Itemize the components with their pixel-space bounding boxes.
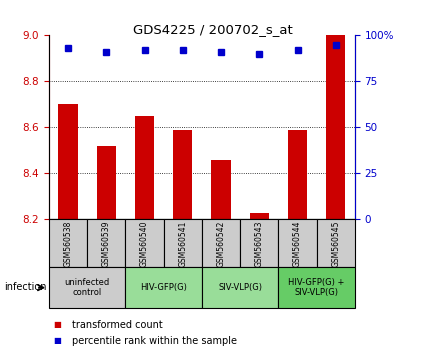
Bar xyxy=(288,130,307,219)
Text: GSM560542: GSM560542 xyxy=(216,220,226,267)
Bar xyxy=(326,35,345,219)
Bar xyxy=(96,146,116,219)
Text: uninfected
control: uninfected control xyxy=(65,278,110,297)
Bar xyxy=(49,267,125,308)
Text: GSM560545: GSM560545 xyxy=(331,220,340,267)
Text: GSM560539: GSM560539 xyxy=(102,220,111,267)
Text: GDS4225 / 200702_s_at: GDS4225 / 200702_s_at xyxy=(133,23,292,36)
Text: SIV-VLP(G): SIV-VLP(G) xyxy=(218,283,262,292)
Text: ■: ■ xyxy=(53,336,61,345)
Bar xyxy=(58,104,77,219)
Text: GSM560544: GSM560544 xyxy=(293,220,302,267)
Text: HIV-GFP(G) +
SIV-VLP(G): HIV-GFP(G) + SIV-VLP(G) xyxy=(289,278,345,297)
Bar xyxy=(135,116,154,219)
Text: ■: ■ xyxy=(53,320,61,330)
Text: HIV-GFP(G): HIV-GFP(G) xyxy=(140,283,187,292)
Text: GSM560538: GSM560538 xyxy=(63,220,73,267)
Text: GSM560543: GSM560543 xyxy=(255,220,264,267)
Text: GSM560541: GSM560541 xyxy=(178,220,187,267)
Bar xyxy=(49,219,87,267)
Text: transformed count: transformed count xyxy=(72,320,163,330)
Bar xyxy=(173,130,192,219)
Bar xyxy=(202,267,278,308)
Bar xyxy=(202,219,240,267)
Bar xyxy=(125,267,202,308)
Text: GSM560540: GSM560540 xyxy=(140,220,149,267)
Bar xyxy=(87,219,125,267)
Bar xyxy=(125,219,164,267)
Bar xyxy=(278,219,317,267)
Bar xyxy=(317,219,355,267)
Text: infection: infection xyxy=(4,282,47,292)
Bar xyxy=(240,219,278,267)
Bar xyxy=(249,212,269,219)
Bar xyxy=(278,267,355,308)
Bar xyxy=(164,219,202,267)
Text: percentile rank within the sample: percentile rank within the sample xyxy=(72,336,237,346)
Bar xyxy=(211,160,230,219)
